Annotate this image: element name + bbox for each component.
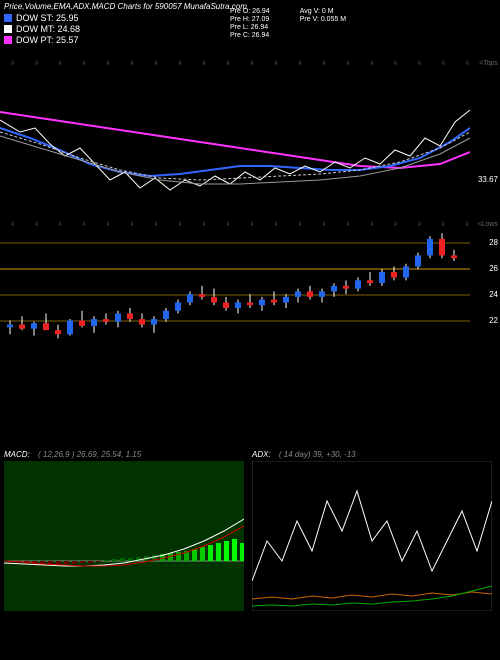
tick-mark: ⇩ bbox=[58, 60, 63, 67]
indicator-panels: MACD: ( 12,26,9 ) 26.69, 25.54, 1.15 ADX… bbox=[0, 450, 500, 650]
macd-label: MACD: bbox=[4, 450, 30, 459]
tick-mark: ⇩ bbox=[321, 60, 326, 67]
legend-swatch bbox=[4, 25, 12, 33]
stat-line: Pre V: 0.055 M bbox=[300, 16, 346, 23]
tick-mark: ⇩ bbox=[225, 60, 230, 67]
y-axis-label: 24 bbox=[489, 290, 498, 299]
tick-mark: ⇩ bbox=[345, 60, 350, 67]
tick-mark: ⇩ bbox=[393, 60, 398, 67]
tick-mark: ⇩ bbox=[369, 60, 374, 67]
tick-mark: ⇩ bbox=[297, 60, 302, 67]
tick-mark: ⇩ bbox=[130, 60, 135, 67]
main-chart-svg bbox=[0, 60, 470, 220]
tick-mark: ⇩ bbox=[154, 60, 159, 67]
tick-mark: ⇩ bbox=[441, 60, 446, 67]
tick-mark: ⇩ bbox=[273, 60, 278, 67]
legend-text: DOW PT: 25.57 bbox=[16, 35, 79, 45]
macd-values: ( 12,26,9 ) 26.69, 25.54, 1.15 bbox=[38, 450, 141, 459]
tick-mark: ⇩ bbox=[249, 60, 254, 67]
tick-mark: ⇩ bbox=[82, 60, 87, 67]
legend: DOW ST: 25.95DOW MT: 24.68DOW PT: 25.57 bbox=[4, 12, 80, 46]
legend-swatch bbox=[4, 36, 12, 44]
y-axis-label: 28 bbox=[489, 238, 498, 247]
main-price-chart: ⇩⇩⇩⇩⇩⇩⇩⇩⇩⇩⇩⇩⇩⇩⇩⇩⇩⇩⇩⇩ <Tops 33.67 ⇩⇩⇩⇩⇩⇩⇩… bbox=[0, 60, 500, 220]
stat-line: Pre H: 27.09 bbox=[230, 16, 270, 23]
adx-values: ( 14 day) 39, +30, -13 bbox=[279, 450, 356, 459]
candlestick-chart: 28 26 24 22 bbox=[0, 225, 500, 355]
volume-chart bbox=[0, 360, 500, 440]
ohlc-stats: Pre O: 26.94Pre H: 27.09Pre L: 26.94Pre … bbox=[230, 8, 346, 39]
tick-mark: ⇩ bbox=[465, 60, 470, 67]
y-axis-label: 22 bbox=[489, 316, 498, 325]
legend-text: DOW ST: 25.95 bbox=[16, 13, 79, 23]
legend-swatch bbox=[4, 14, 12, 22]
tick-mark: ⇩ bbox=[34, 60, 39, 67]
adx-svg bbox=[252, 461, 492, 611]
adx-panel: ADX: ( 14 day) 39, +30, -13 bbox=[252, 450, 496, 620]
y-axis-label: 26 bbox=[489, 264, 498, 273]
stat-line: Pre C: 26.94 bbox=[230, 32, 270, 39]
tick-mark: ⇩ bbox=[10, 60, 15, 67]
adx-label: ADX: bbox=[252, 450, 271, 459]
stat-line: Pre L: 26.94 bbox=[230, 24, 270, 31]
stat-line: Avg V: 0 M bbox=[300, 8, 346, 15]
price-label: 33.67 bbox=[478, 175, 498, 184]
candle-chart-svg bbox=[0, 225, 470, 355]
legend-text: DOW MT: 24.68 bbox=[16, 24, 80, 34]
tick-mark: ⇩ bbox=[106, 60, 111, 67]
macd-panel: MACD: ( 12,26,9 ) 26.69, 25.54, 1.15 bbox=[4, 450, 248, 620]
tick-mark: ⇩ bbox=[417, 60, 422, 67]
tops-label: <Tops bbox=[479, 60, 498, 67]
tick-mark: ⇩ bbox=[202, 60, 207, 67]
macd-svg bbox=[4, 461, 244, 611]
stat-line: Pre O: 26.94 bbox=[230, 8, 270, 15]
tick-mark: ⇩ bbox=[178, 60, 183, 67]
